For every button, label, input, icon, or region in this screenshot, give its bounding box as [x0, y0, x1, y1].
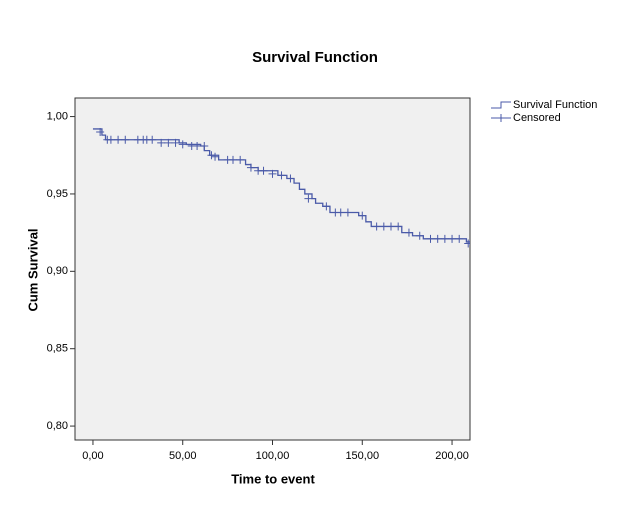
censored-mark	[448, 234, 457, 243]
censored-mark	[433, 234, 442, 243]
y-tick-label: 0,95	[47, 188, 68, 200]
censored-mark	[106, 135, 115, 144]
x-tick-label: 0,00	[82, 450, 103, 462]
x-axis-title: Time to event	[231, 471, 315, 486]
censored-mark	[157, 138, 166, 147]
censored-mark	[211, 152, 220, 161]
censored-mark	[387, 222, 395, 231]
censored-mark	[229, 155, 237, 164]
censored-mark	[464, 239, 470, 248]
x-tick-label: 150,00	[345, 450, 379, 462]
censored-mark	[178, 140, 187, 149]
censored-mark	[207, 151, 216, 160]
censored-mark	[246, 163, 255, 172]
legend-symbol	[491, 101, 511, 109]
x-tick-label: 50,00	[169, 450, 197, 462]
censored-mark	[415, 231, 424, 240]
y-axis-title: Cum Survival	[25, 228, 40, 311]
censored-mark	[96, 128, 105, 137]
censored-mark	[379, 222, 388, 231]
censored-mark	[394, 222, 403, 231]
censored-mark	[148, 135, 157, 144]
censored-mark	[440, 234, 449, 243]
chart-title: Survival Function	[252, 49, 378, 66]
censored-mark	[336, 208, 345, 217]
x-tick-label: 100,00	[256, 450, 290, 462]
censored-mark	[455, 234, 464, 243]
censored-mark	[200, 141, 209, 150]
y-tick-label: 1,00	[47, 110, 68, 122]
censored-mark	[171, 138, 180, 147]
y-tick-label: 0,80	[47, 420, 68, 432]
y-tick-label: 0,90	[47, 265, 68, 277]
censored-mark	[114, 135, 123, 144]
censored-mark	[372, 222, 381, 231]
censored-mark	[259, 166, 268, 175]
censored-mark	[193, 141, 202, 150]
legend-symbol	[491, 114, 511, 122]
censored-mark	[404, 228, 413, 237]
legend-label: Censored	[513, 112, 561, 124]
censored-mark	[236, 155, 245, 164]
censored-mark	[322, 202, 331, 211]
censored-mark	[304, 194, 313, 203]
legend-label: Survival Function	[513, 99, 597, 111]
y-tick-label: 0,85	[47, 343, 68, 355]
censored-mark	[268, 169, 277, 178]
censored-mark	[277, 171, 286, 180]
plot-area	[74, 97, 471, 441]
x-tick-label: 200,00	[435, 450, 469, 462]
censored-mark	[343, 208, 352, 217]
censored-mark	[121, 135, 130, 144]
censored-mark	[286, 174, 295, 183]
censored-mark	[164, 138, 173, 147]
censored-mark	[358, 211, 367, 220]
censored-mark	[426, 234, 435, 243]
